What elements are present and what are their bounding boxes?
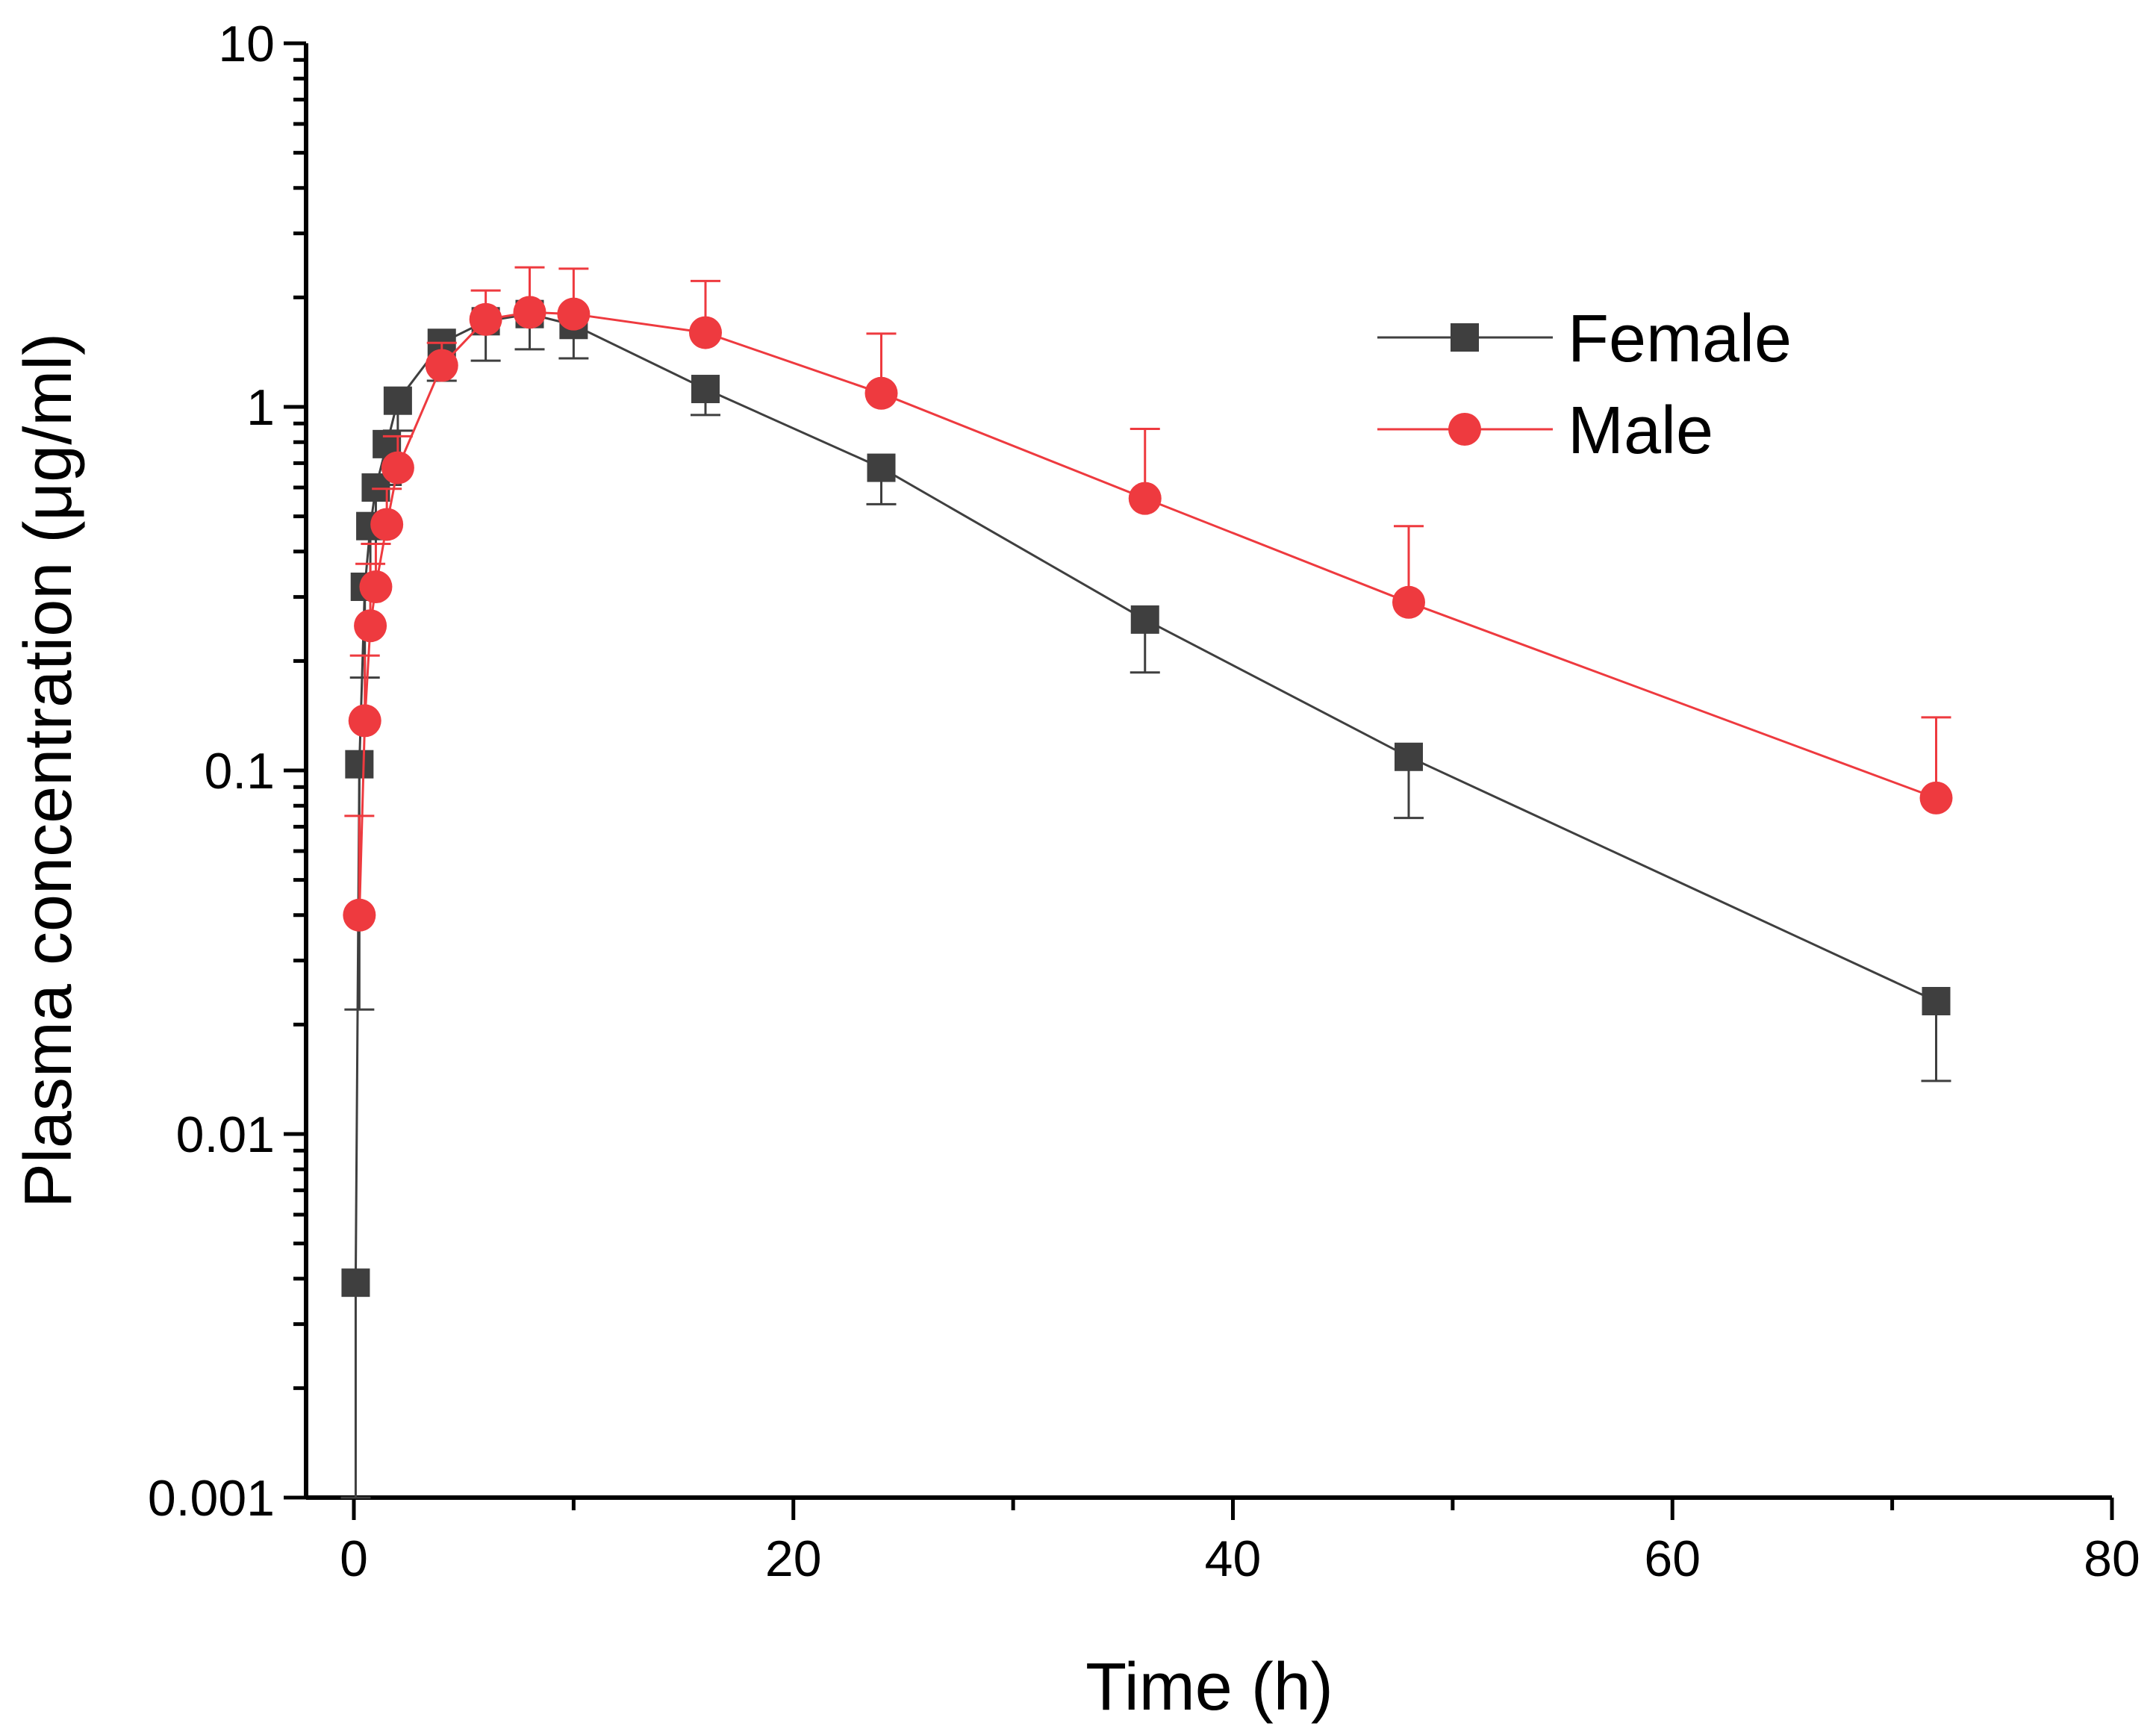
data-point [691,375,720,404]
axes [304,43,2112,1500]
data-point [348,704,381,738]
y-tick-label: 0.01 [176,1106,275,1163]
data-point [513,296,546,329]
y-tick-label: 0.1 [204,743,275,800]
data-point [689,316,722,349]
y-tick-label: 10 [218,16,275,72]
data-point [1130,605,1159,634]
legend-marker [1451,323,1479,352]
y-tick-label: 1 [246,379,275,436]
data-point [1922,987,1951,1016]
x-axis-title: Time (h) [1085,1650,1333,1725]
data-point [383,386,412,415]
series [340,266,1953,1499]
legend: Female Male [1377,302,1792,468]
data-point [359,570,393,603]
x-tick-label: 0 [340,1530,368,1587]
series-female [340,299,1951,1499]
data-point [864,376,898,410]
data-point [469,302,502,336]
x-tick-label: 60 [1644,1530,1701,1587]
x-tick-label: 20 [765,1530,822,1587]
series-line [354,313,1937,1283]
data-point [1919,781,1953,814]
legend-marker [1448,413,1481,446]
legend-label: Female [1568,302,1792,376]
legend-item-male: Male [1377,393,1713,468]
x-tick-label: 40 [1205,1530,1262,1587]
data-point [1395,742,1423,771]
data-point [381,451,414,485]
data-point [341,1268,370,1298]
data-point [1128,482,1162,515]
data-point [425,349,458,382]
legend-item-female: Female [1377,302,1792,376]
data-point [345,750,374,779]
data-point [1392,585,1425,619]
data-point [370,508,404,541]
y-tick-label: 0.001 [148,1470,275,1527]
data-point [557,297,591,331]
series-male [343,266,1953,932]
data-point [867,453,896,482]
ticks: 0 20 40 60 80 0.001 0.01 0.1 1 10 [148,16,2140,1587]
y-axis-title: Plasma concentration (μg/ml) [11,333,86,1208]
legend-label: Male [1568,393,1713,468]
data-point [343,898,376,932]
x-tick-label: 80 [2084,1530,2140,1587]
data-point [354,609,387,643]
